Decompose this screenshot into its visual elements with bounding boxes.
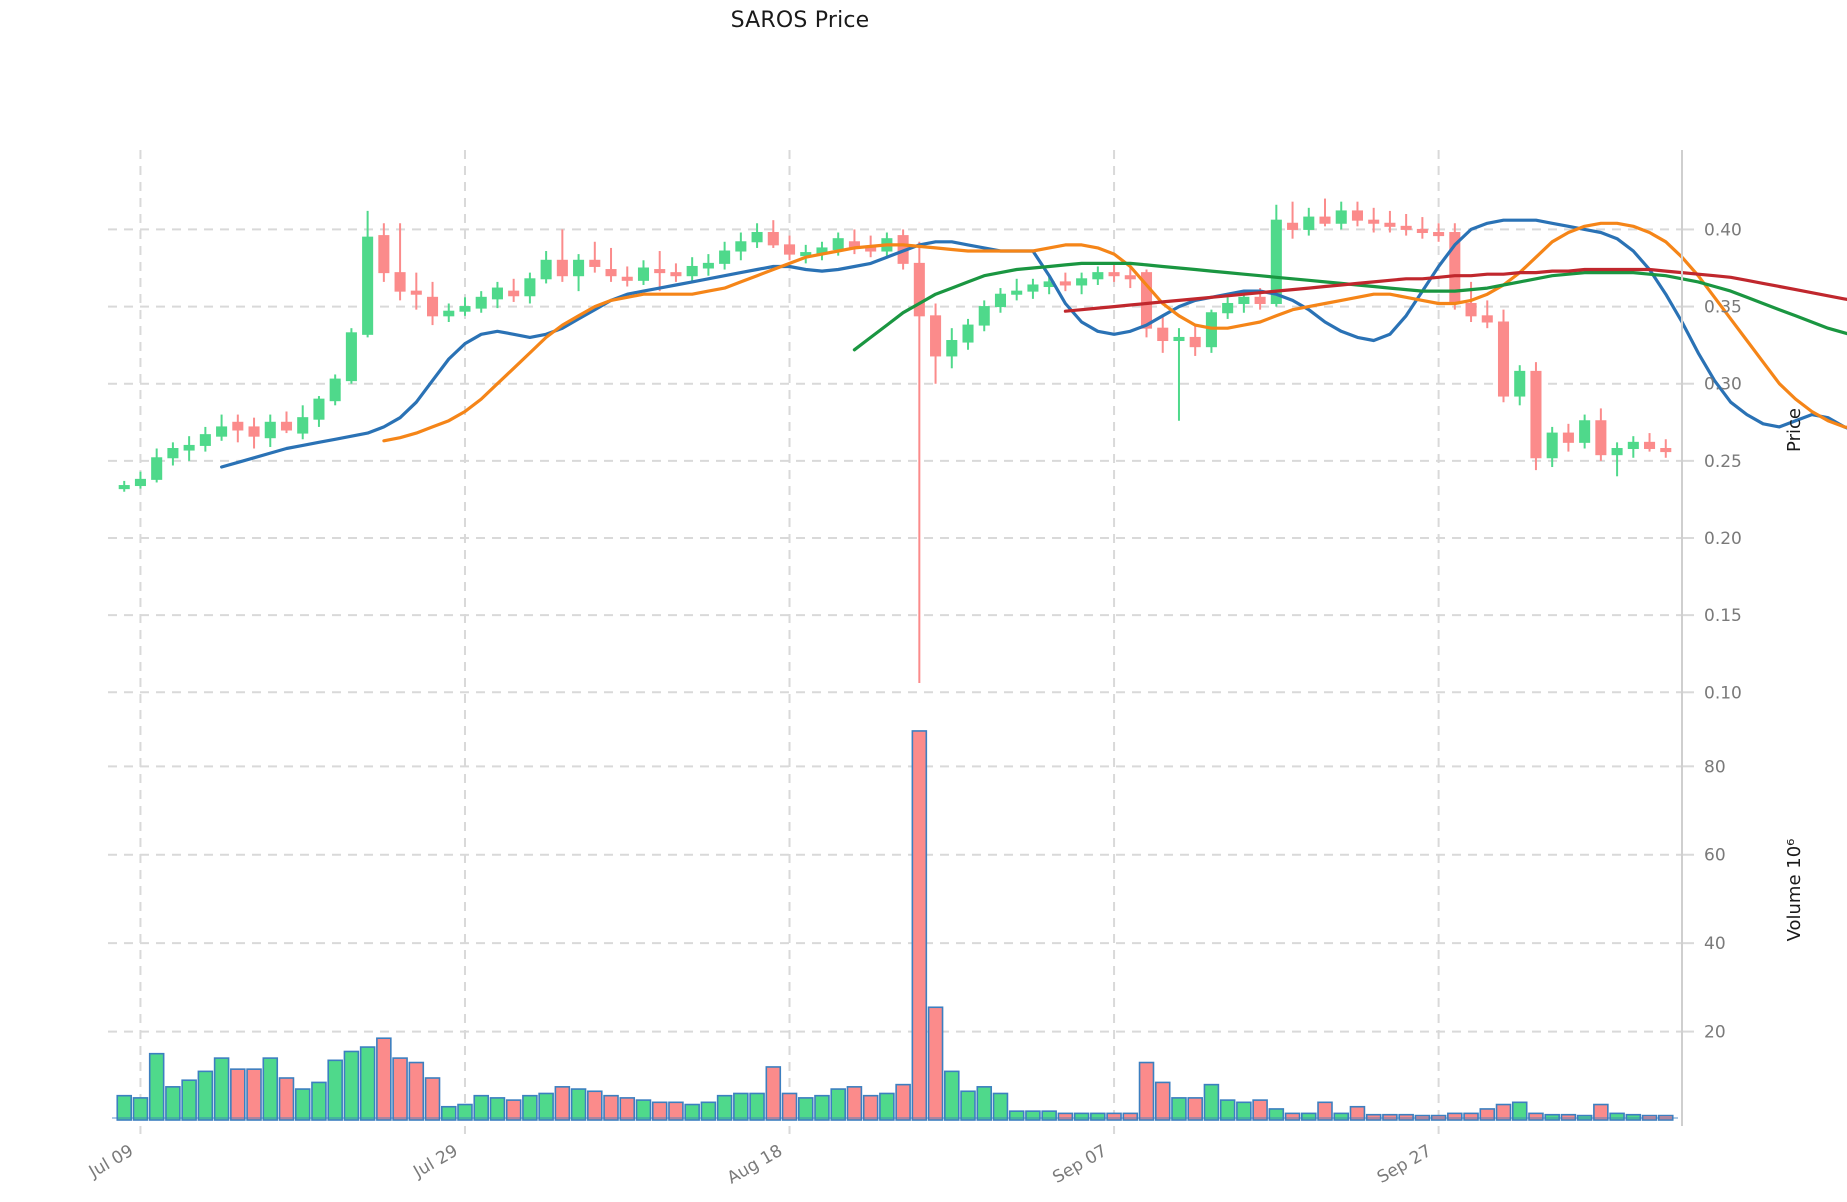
axis-ticks xyxy=(1681,150,1694,1126)
price-axis-title: Price xyxy=(1784,408,1805,452)
date-tick-label: Sep 27 xyxy=(1374,1141,1435,1188)
date-tick-label: Aug 18 xyxy=(724,1141,786,1188)
ma-line-ma_xlong xyxy=(1063,267,1847,313)
price-tick-label: 0.25 xyxy=(1704,452,1742,472)
price-tick-label: 0.35 xyxy=(1704,298,1742,318)
date-tick-label: Sep 07 xyxy=(1049,1141,1110,1188)
volume-tick-label: 20 xyxy=(1704,1023,1726,1043)
page-title: SAROS Price xyxy=(730,8,870,33)
date-tick-label: Jul 29 xyxy=(409,1141,461,1183)
ma-line-ma_short xyxy=(220,218,1847,469)
volume-tick-label: 40 xyxy=(1704,934,1726,954)
ma-line-ma_long xyxy=(852,261,1847,352)
volume-tick-label: 80 xyxy=(1704,757,1726,777)
date-tick-label: Jul 09 xyxy=(85,1141,137,1183)
price-tick-label: 0.10 xyxy=(1704,683,1742,703)
price-tick-label: 0.30 xyxy=(1704,375,1742,395)
price-tick-label: 0.40 xyxy=(1704,220,1742,240)
price-tick-label: 0.15 xyxy=(1704,606,1742,626)
grid-lines xyxy=(108,150,1682,1134)
volume-axis-title: Volume 10⁶ xyxy=(1784,839,1805,942)
price-tick-label: 0.20 xyxy=(1704,529,1742,549)
volume-tick-label: 60 xyxy=(1704,846,1726,866)
ma-line-ma_mid xyxy=(382,221,1847,443)
moving-average-lines xyxy=(220,218,1847,469)
axis-labels: 0.40 0.35 0.30 0.25 0.20 0.15 0.10 80 60 40 20 Jul … xyxy=(85,220,1805,1188)
